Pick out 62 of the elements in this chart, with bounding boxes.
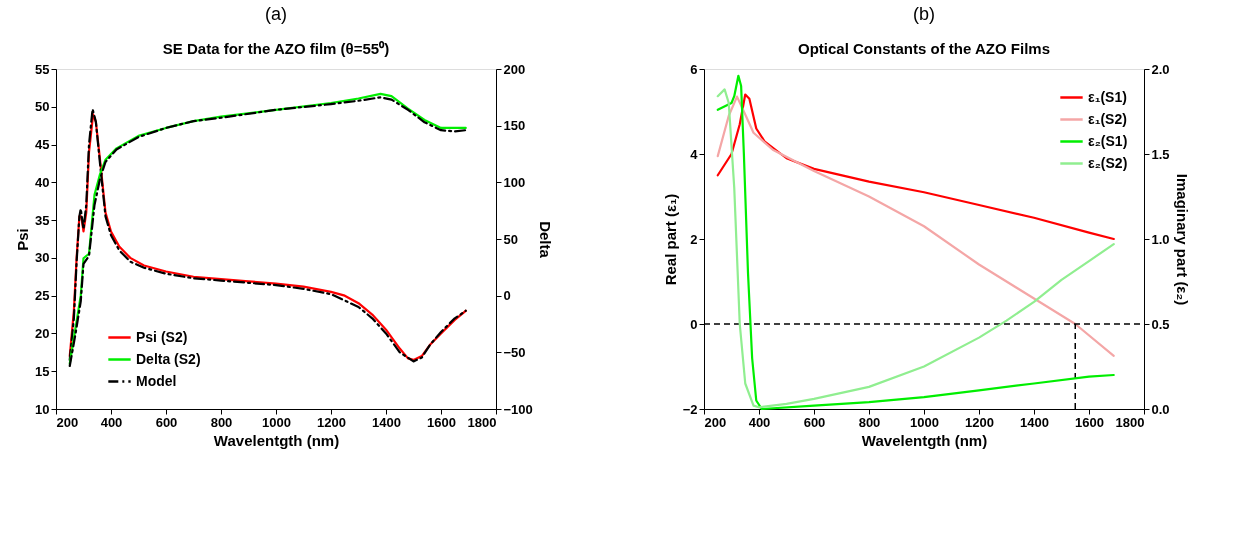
y2-tick-label: 0.0 [1151,401,1170,417]
y2-tick-label: 50 [503,231,518,247]
x-tick-label: 400 [100,414,123,430]
x-tick-label: 200 [704,414,727,430]
legend-label: Psi (S2) [136,328,188,345]
y-tick-label: 2 [690,231,698,247]
legend-label: Model [136,372,177,389]
chart-subtitle: SE Data for the AZO film (θ=55⁰) [162,40,390,57]
x-tick-label: 1800 [467,414,497,430]
y2-tick-label: 200 [503,61,526,77]
y-tick-label: −2 [682,401,698,417]
x-axis-title: Wavelentgth (nm) [213,431,340,449]
legend-label: ε₂(S1) [1088,132,1128,149]
legend-label: Delta (S2) [136,350,201,367]
x-tick-label: 800 [858,414,881,430]
x-tick-label: 1000 [910,414,939,430]
x-tick-label: 1000 [262,414,291,430]
y2-axis-title: Delta [536,221,554,259]
x-tick-label: 200 [56,414,79,430]
legend-label: ε₂(S2) [1088,154,1128,171]
x-tick-label: 400 [748,414,771,430]
y-tick-label: 10 [35,401,50,417]
y-tick-label: 55 [35,61,50,77]
x-tick-label: 1200 [965,414,994,430]
x-tick-label: 1400 [1020,414,1049,430]
x-tick-label: 600 [803,414,826,430]
chart-title: (a) [265,4,287,24]
x-tick-label: 600 [155,414,178,430]
legend-label: ε₁(S2) [1088,110,1127,127]
x-tick-label: 1800 [1115,414,1145,430]
y2-axis-title: Imaginary part (ε₂) [1173,173,1191,306]
y-axis-title: Psi [14,228,32,251]
y-tick-label: 20 [35,325,50,341]
y-tick-label: 30 [35,250,50,266]
y-tick-label: 25 [35,288,50,304]
y-tick-label: 45 [35,137,50,153]
chart-title: (b) [913,4,935,24]
x-axis-title: Wavelentgth (nm) [861,431,988,449]
y-tick-label: 40 [35,174,50,190]
y2-tick-label: 100 [503,174,526,190]
y2-tick-label: 1.5 [1151,146,1170,162]
y2-tick-label: 1.0 [1151,231,1170,247]
x-tick-label: 1400 [372,414,401,430]
x-tick-label: 800 [210,414,233,430]
y2-tick-label: 2.0 [1151,61,1170,77]
y2-tick-label: −100 [503,401,533,417]
y-tick-label: 50 [35,99,50,115]
chart-subtitle: Optical Constants of the AZO Films [798,40,1050,57]
y-tick-label: 4 [690,146,699,162]
y2-tick-label: 0 [503,288,511,304]
x-tick-label: 1600 [427,414,456,430]
y2-tick-label: 0.5 [1151,316,1170,332]
y2-tick-label: 150 [503,118,526,134]
y-tick-label: 15 [35,363,50,379]
x-tick-label: 1600 [1075,414,1104,430]
y2-tick-label: −50 [503,344,526,360]
y-tick-label: 35 [35,212,50,228]
x-tick-label: 1200 [317,414,346,430]
y-tick-label: 0 [690,316,698,332]
legend-label: ε₁(S1) [1088,88,1127,105]
y-tick-label: 6 [690,61,698,77]
y-axis-title: Real part (ε₁) [661,193,679,286]
